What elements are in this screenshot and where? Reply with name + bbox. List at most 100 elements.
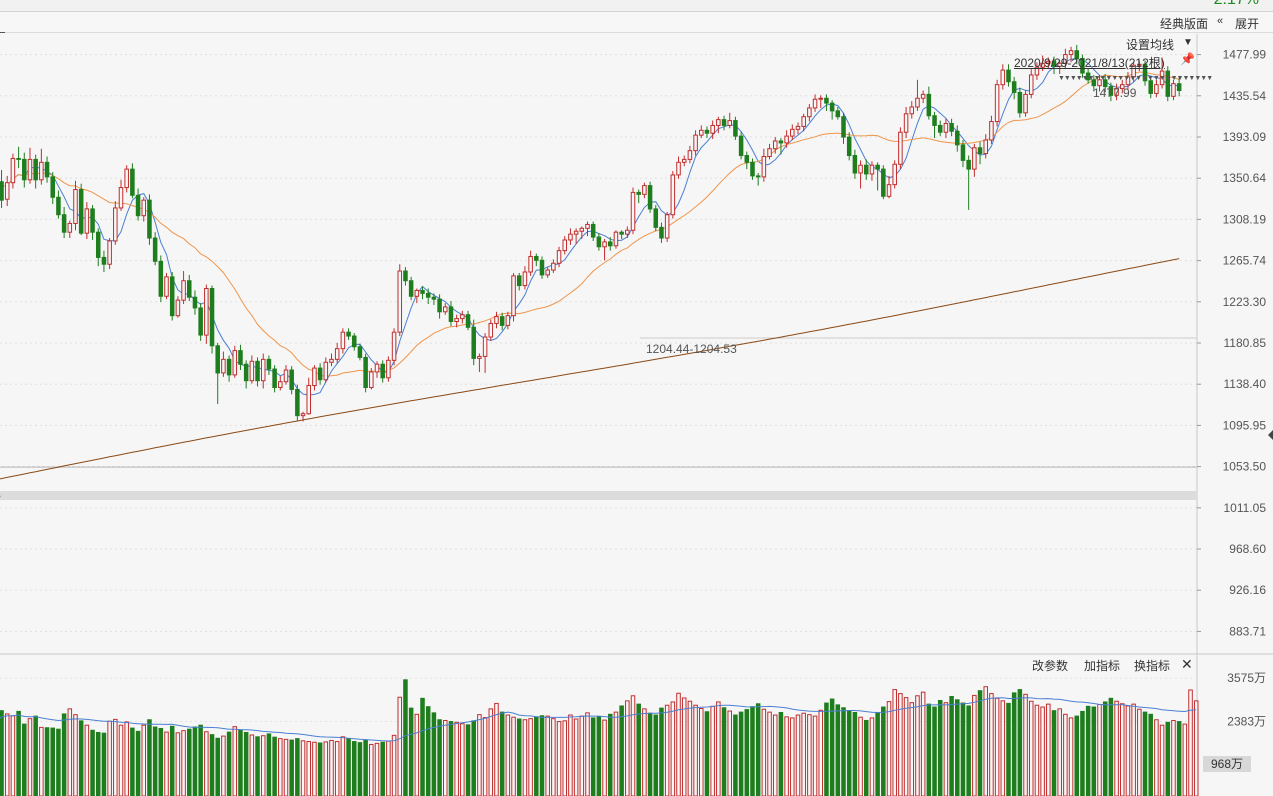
edit-params-button[interactable]: 改参数 xyxy=(1032,659,1069,673)
volume-bar xyxy=(1091,706,1097,796)
candle xyxy=(977,141,983,165)
volume-bar xyxy=(562,720,568,796)
candle-body xyxy=(295,388,300,417)
candle xyxy=(198,303,203,341)
candle xyxy=(1108,82,1114,102)
candle xyxy=(90,205,95,240)
volume-bar xyxy=(795,714,801,796)
candle-body xyxy=(118,187,124,209)
candle xyxy=(829,100,835,120)
candle xyxy=(1074,44,1080,65)
candle-body xyxy=(824,97,829,104)
volume-bar xyxy=(1028,700,1034,796)
panel-edge-mark xyxy=(0,32,5,33)
volume-bar xyxy=(306,741,312,796)
candle-body xyxy=(1114,88,1119,96)
volume-bar xyxy=(738,711,744,796)
candlestick-series xyxy=(0,44,1182,422)
candle-body xyxy=(790,128,795,137)
candle-body xyxy=(50,176,55,198)
volume-bar xyxy=(869,717,875,796)
candle-body xyxy=(915,97,920,108)
candle-body xyxy=(607,241,613,247)
volume-bar xyxy=(187,728,192,796)
candle xyxy=(147,194,152,245)
candle xyxy=(192,290,198,315)
candle xyxy=(630,187,636,235)
candle-body xyxy=(471,326,476,359)
volume-bar xyxy=(636,703,641,796)
date-range-label[interactable]: 2020/9/29-2021/8/13(212根) xyxy=(1014,56,1165,70)
volume-bar xyxy=(50,727,55,796)
add-indicator-button[interactable]: 加指标 xyxy=(1084,659,1121,673)
candle xyxy=(522,266,528,290)
candle xyxy=(499,312,505,331)
candle xyxy=(67,220,73,239)
ma-settings-button[interactable]: 设置均线 xyxy=(1126,38,1175,52)
candle xyxy=(50,172,55,205)
candle xyxy=(95,228,101,267)
volume-bar xyxy=(596,716,602,796)
volume-bar xyxy=(602,719,607,796)
candle-body xyxy=(1040,62,1045,68)
candle-body xyxy=(841,116,846,138)
candle xyxy=(841,112,846,144)
candle-body xyxy=(681,158,687,163)
candle xyxy=(664,211,670,242)
volume-bar xyxy=(1011,692,1017,796)
volume-bar xyxy=(260,735,266,796)
candle-body xyxy=(937,124,943,133)
candle-body xyxy=(1000,69,1006,86)
candle xyxy=(579,226,585,239)
candle xyxy=(955,125,960,152)
volume-bar xyxy=(1176,721,1182,796)
candle-body xyxy=(1063,54,1068,64)
candle xyxy=(226,355,232,382)
candle xyxy=(818,95,824,108)
volume-axis: 3575万 2383万 xyxy=(1227,671,1266,728)
price-tick-label: 1308.19 xyxy=(1223,212,1267,226)
candle-body xyxy=(357,346,363,358)
candle xyxy=(516,272,522,291)
pin-icon[interactable]: 📌 xyxy=(1180,52,1195,66)
close-icon[interactable]: ✕ xyxy=(1181,656,1193,672)
volume-bar xyxy=(169,725,175,796)
candle-body xyxy=(693,134,698,152)
switch-indicator-button[interactable]: 换指标 xyxy=(1134,659,1171,673)
candle-body xyxy=(369,371,374,389)
caret-down-icon[interactable]: ▼ xyxy=(1183,37,1193,48)
candle xyxy=(573,228,579,244)
volume-bar xyxy=(283,738,289,796)
volume-bar xyxy=(425,706,431,796)
candle-body xyxy=(84,208,90,234)
candle xyxy=(152,232,158,266)
candle xyxy=(272,365,277,393)
candle xyxy=(494,311,499,329)
candle-body xyxy=(238,350,243,365)
volume-bar xyxy=(522,719,528,796)
volume-tick-label: 2383万 xyxy=(1227,714,1266,728)
volume-bar xyxy=(255,736,260,796)
candle-body xyxy=(1068,50,1074,56)
candle xyxy=(716,116,721,134)
candle xyxy=(545,267,550,278)
candle xyxy=(710,120,715,140)
expand-button[interactable]: 展开 xyxy=(1235,17,1260,31)
candle-body xyxy=(135,194,141,217)
double-chevron-left-icon[interactable]: « xyxy=(1217,15,1224,27)
candle-body xyxy=(670,174,676,216)
candle-body xyxy=(522,271,528,287)
volume-bar xyxy=(340,736,346,796)
candle-body xyxy=(642,185,647,195)
candle-body xyxy=(926,93,932,117)
classic-layout-button[interactable]: 经典版面 xyxy=(1160,17,1209,31)
candle-body xyxy=(1142,63,1148,82)
candle xyxy=(790,124,795,140)
candle xyxy=(238,344,243,371)
volume-bar xyxy=(1068,717,1074,796)
candle xyxy=(1165,66,1171,102)
candle xyxy=(795,122,801,135)
candle xyxy=(920,90,926,104)
volume-bar xyxy=(272,736,277,796)
